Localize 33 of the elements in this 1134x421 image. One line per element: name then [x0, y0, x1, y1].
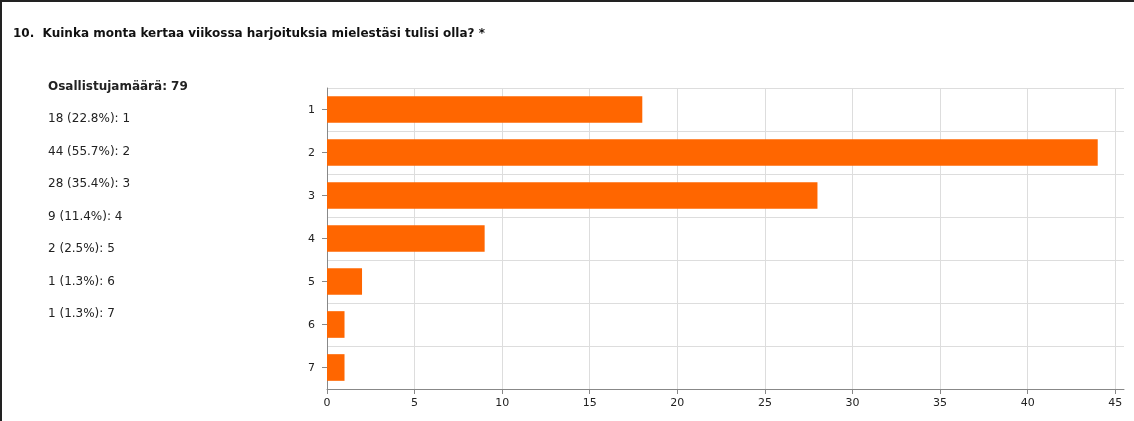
x-tick-label: 45: [1108, 396, 1123, 409]
x-tick-label: 30: [845, 396, 860, 409]
y-tick-label: 3: [308, 189, 315, 202]
x-tick-label: 10: [495, 396, 510, 409]
chart-title: 10. Kuinka monta kertaa viikossa harjoituksia mielestäsi tulisi olla? *: [13, 26, 486, 40]
text: Osallistujamäärä: 79: [48, 79, 188, 93]
x-tick-label: 15: [582, 396, 597, 409]
text: 18 (22.8%): 1: [48, 111, 131, 125]
y-tick-label: 1: [308, 103, 315, 116]
y-tick-label: 2: [308, 146, 315, 159]
bar: [327, 311, 345, 338]
text: 2 (2.5%): 5: [48, 241, 115, 255]
y-tick-label: 6: [308, 318, 315, 331]
bar: [327, 225, 485, 252]
x-tick-label: 25: [757, 396, 772, 409]
x-tick-label: 20: [670, 396, 685, 409]
bar: [327, 268, 363, 295]
x-tick-label: 0: [323, 396, 331, 409]
x-tick-label: 35: [933, 396, 948, 409]
text: 28 (35.4%): 3: [48, 176, 131, 190]
text: 1 (1.3%): 6: [48, 273, 115, 288]
bar: [327, 96, 643, 123]
bar: [327, 182, 818, 209]
x-tick-label: 5: [411, 396, 419, 409]
y-tick-label: 7: [308, 361, 315, 374]
text: 9 (11.4%): 4: [48, 208, 123, 223]
y-tick-label: 4: [308, 232, 315, 245]
bar: [327, 139, 1098, 166]
text: 1 (1.3%): 7: [48, 306, 115, 320]
text: 44 (55.7%): 2: [48, 143, 131, 158]
x-tick-label: 40: [1020, 396, 1035, 409]
y-tick-label: 5: [308, 275, 315, 288]
bar: [327, 354, 345, 381]
